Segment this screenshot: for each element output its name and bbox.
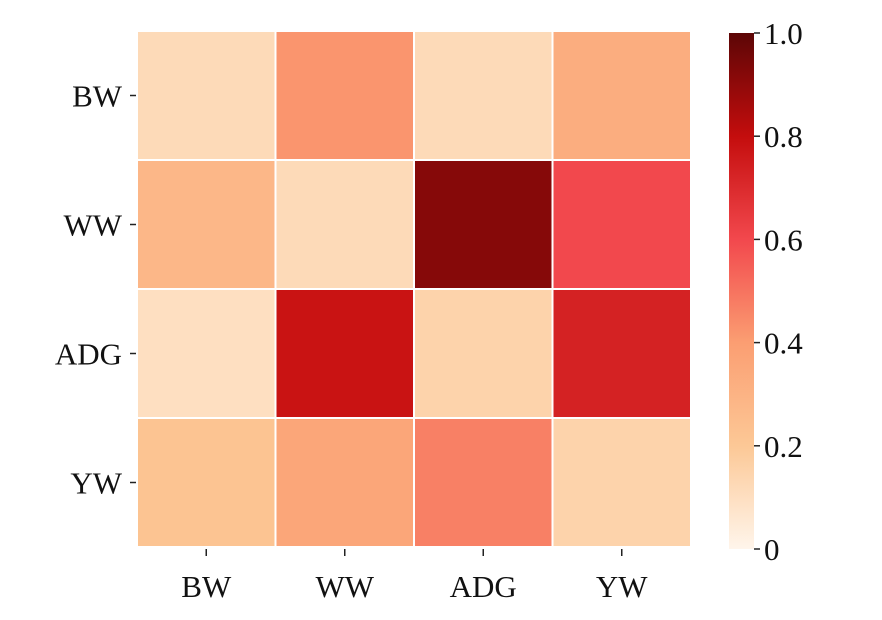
colorbar-tick-label: 0.6 <box>764 222 803 257</box>
colorbar-tick-label: 0.2 <box>764 429 803 464</box>
heatmap-cell-ww-adg <box>413 159 554 290</box>
heatmap-cell-ww-bw <box>136 159 277 290</box>
heatmap-cell-adg-adg <box>413 288 554 419</box>
heatmap-cell-bw-yw <box>551 30 692 161</box>
colorbar: 0 0.2 0.4 0.6 0.8 1.0 <box>729 16 803 567</box>
heatmap-cell-adg-yw <box>551 288 692 419</box>
x-axis: BW WW ADG YW <box>181 549 648 604</box>
y-tick-label: YW <box>70 466 122 501</box>
x-tick-label: WW <box>315 569 374 604</box>
heatmap-cells <box>136 30 692 548</box>
heatmap-cell-bw-bw <box>136 30 277 161</box>
heatmap-cell-bw-adg <box>413 30 554 161</box>
heatmap-cell-yw-adg <box>413 417 554 548</box>
y-tick-label: WW <box>63 208 122 243</box>
heatmap-cell-bw-ww <box>274 30 415 161</box>
y-tick-label: BW <box>72 79 123 114</box>
heatmap-cell-adg-bw <box>136 288 277 419</box>
heatmap-cell-ww-ww <box>274 159 415 290</box>
colorbar-tick-label: 0.4 <box>764 326 803 361</box>
heatmap-cell-yw-yw <box>551 417 692 548</box>
colorbar-tick-label: 0 <box>764 532 780 567</box>
heatmap-cell-ww-yw <box>551 159 692 290</box>
x-tick-label: ADG <box>450 569 517 604</box>
y-axis: BW WW ADG YW <box>55 79 136 501</box>
colorbar-tick-label: 0.8 <box>764 119 803 154</box>
y-tick-label: ADG <box>55 337 122 372</box>
x-tick-label: YW <box>596 569 648 604</box>
colorbar-tick-label: 1.0 <box>764 16 803 51</box>
heatmap-cell-yw-bw <box>136 417 277 548</box>
colorbar-scale <box>729 33 754 549</box>
x-tick-label: BW <box>181 569 232 604</box>
heatmap-cell-adg-ww <box>274 288 415 419</box>
heatmap-cell-yw-ww <box>274 417 415 548</box>
